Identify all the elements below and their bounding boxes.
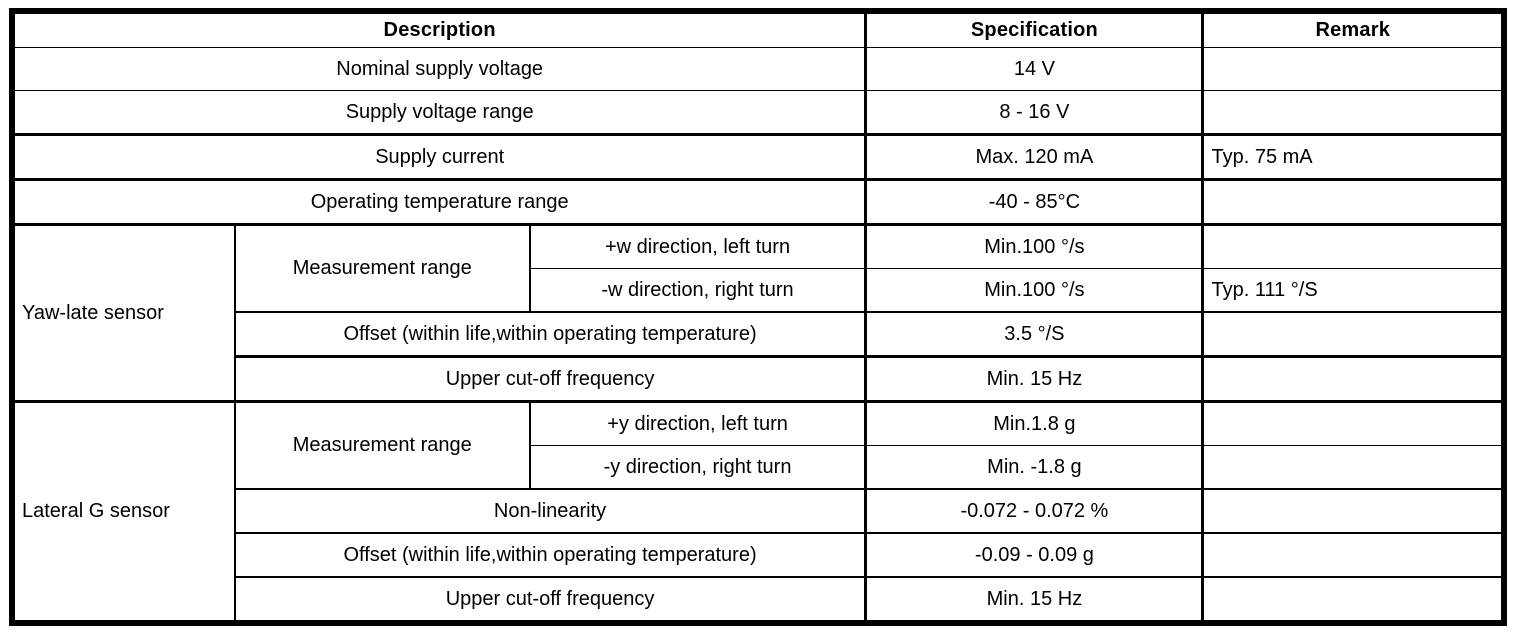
cell-description: Offset (within life,within operating tem…	[233, 533, 867, 578]
cell-specification: 14 V	[864, 47, 1204, 91]
cell-specification: Min.100 °/s	[864, 268, 1204, 313]
cell-description: Supply current	[11, 134, 867, 181]
cell-specification: Min.1.8 g	[864, 401, 1204, 446]
cell-remark	[1201, 224, 1506, 269]
cell-remark: Typ. 111 °/S	[1201, 268, 1506, 313]
table-row-lateral-upper-cutoff: Upper cut-off frequency Min. 15 Hz	[12, 577, 1506, 624]
cell-specification: -0.072 - 0.072 %	[864, 489, 1204, 534]
table-row-lateral-minus-y: -y direction, right turn Min. -1.8 g	[12, 445, 1506, 490]
cell-specification: Min. -1.8 g	[864, 445, 1204, 490]
cell-specification: -0.09 - 0.09 g	[864, 533, 1204, 578]
cell-description: Upper cut-off frequency	[233, 356, 867, 403]
column-header-description: Description	[11, 11, 867, 48]
cell-specification: Min. 15 Hz	[864, 356, 1204, 403]
cell-remark: Typ. 75 mA	[1201, 134, 1506, 181]
table-row-lateral-nonlinearity: Non-linearity -0.072 - 0.072 %	[12, 489, 1506, 534]
table-row-supply-current: Supply current Max. 120 mA Typ. 75 mA	[11, 134, 1506, 181]
cell-description: Nominal supply voltage	[11, 47, 867, 91]
cell-specification: Min. 15 Hz	[864, 577, 1204, 624]
cell-specification: 3.5 °/S	[864, 312, 1204, 358]
measurement-range-cell: Measurement range	[233, 224, 531, 313]
cell-remark	[1201, 47, 1506, 91]
cell-description: +y direction, left turn	[528, 401, 867, 446]
column-header-specification: Specification	[864, 11, 1204, 48]
cell-remark	[1201, 312, 1506, 358]
sensor-specification-table: Description Specification Remark Nominal…	[9, 8, 1507, 626]
cell-specification: Min.100 °/s	[864, 224, 1204, 269]
cell-description: Non-linearity	[233, 489, 867, 534]
cell-specification: 8 - 16 V	[864, 90, 1204, 136]
column-header-remark: Remark	[1201, 11, 1506, 48]
table-row-yaw-upper-cutoff: Upper cut-off frequency Min. 15 Hz	[12, 356, 1506, 403]
sensor-name-cell-yaw: Yaw-late sensor	[11, 224, 236, 403]
cell-specification: -40 - 85°C	[864, 179, 1204, 226]
table-row-yaw-minus-w: -w direction, right turn Min.100 °/s Typ…	[12, 268, 1506, 313]
cell-description: +w direction, left turn	[528, 224, 867, 269]
table-row-nominal-supply-voltage: Nominal supply voltage 14 V	[11, 47, 1506, 91]
cell-remark	[1201, 445, 1506, 490]
table-row-lateral-plus-y: Lateral G sensor Measurement range +y di…	[11, 401, 1506, 624]
cell-description: Operating temperature range	[11, 179, 867, 226]
cell-remark	[1201, 179, 1506, 226]
table-header-row: Description Specification Remark	[11, 11, 1506, 48]
cell-description: Upper cut-off frequency	[233, 577, 867, 624]
cell-remark	[1201, 533, 1506, 578]
table-row-yaw-offset: Offset (within life,within operating tem…	[12, 312, 1506, 358]
cell-remark	[1201, 577, 1506, 624]
table-row-operating-temperature-range: Operating temperature range -40 - 85°C	[11, 179, 1506, 226]
cell-description: -y direction, right turn	[528, 445, 867, 490]
cell-specification: Max. 120 mA	[864, 134, 1204, 181]
measurement-range-cell: Measurement range	[233, 401, 531, 490]
cell-remark	[1201, 356, 1506, 403]
cell-remark	[1201, 489, 1506, 534]
sensor-name-cell-lateral: Lateral G sensor	[11, 401, 236, 624]
table-row-yaw-plus-w: Yaw-late sensor Measurement range +w dir…	[11, 224, 1506, 403]
table-row-lateral-offset: Offset (within life,within operating tem…	[12, 533, 1506, 578]
cell-description: -w direction, right turn	[528, 268, 867, 313]
cell-description: Supply voltage range	[11, 90, 867, 136]
table-row-supply-voltage-range: Supply voltage range 8 - 16 V	[11, 90, 1506, 136]
cell-description: Offset (within life,within operating tem…	[233, 312, 867, 358]
cell-remark	[1201, 90, 1506, 136]
cell-remark	[1201, 401, 1506, 446]
